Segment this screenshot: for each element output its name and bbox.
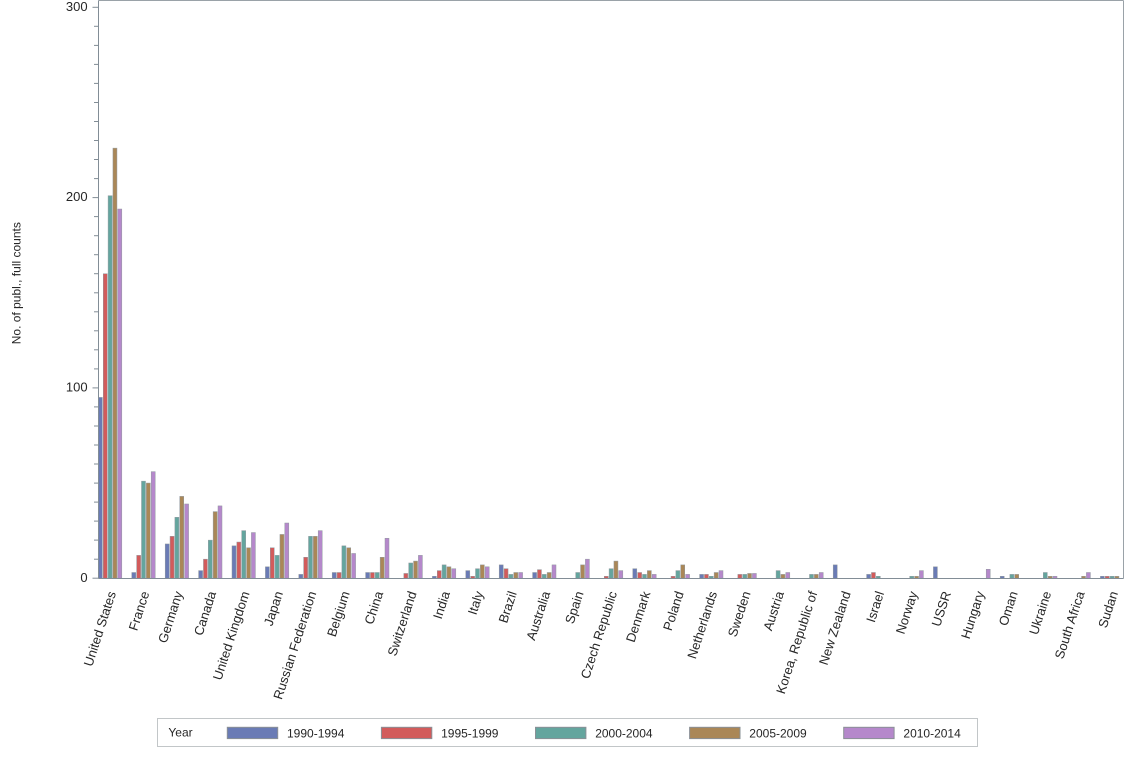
svg-text:200: 200 xyxy=(66,189,88,204)
svg-text:1990-1994: 1990-1994 xyxy=(287,726,345,740)
svg-text:0: 0 xyxy=(80,570,87,585)
svg-text:2005-2009: 2005-2009 xyxy=(749,726,807,740)
svg-text:Italy: Italy xyxy=(465,589,487,617)
svg-text:100: 100 xyxy=(66,380,88,395)
svg-text:300: 300 xyxy=(66,0,88,14)
svg-text:1995-1999: 1995-1999 xyxy=(441,726,499,740)
svg-text:2010-2014: 2010-2014 xyxy=(903,726,961,740)
svg-text:2000-2004: 2000-2004 xyxy=(595,726,653,740)
svg-text:Year: Year xyxy=(168,726,192,740)
svg-text:No. of publ., full counts: No. of publ., full counts xyxy=(10,222,24,344)
